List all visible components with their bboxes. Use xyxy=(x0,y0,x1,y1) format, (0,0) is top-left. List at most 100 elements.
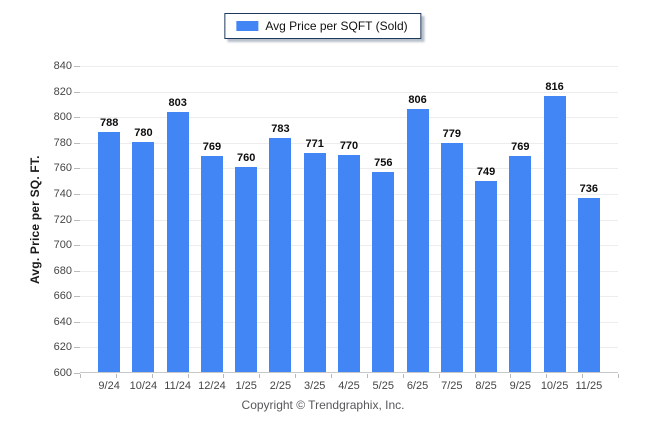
x-axis-tick-label: 10/24 xyxy=(129,380,158,392)
bar-slot: 769 xyxy=(503,66,537,372)
x-axis-tick xyxy=(367,374,368,378)
y-axis-tick-label: 800 xyxy=(53,111,72,123)
x-axis-tick xyxy=(331,374,332,378)
y-axis-tick xyxy=(74,347,80,348)
bar-slot: 770 xyxy=(332,66,366,372)
bar-slot: 760 xyxy=(229,66,263,372)
y-axis-tick xyxy=(74,117,80,118)
bar-slot: 788 xyxy=(92,66,126,372)
gridline xyxy=(80,92,618,93)
bar-value-label: 771 xyxy=(305,138,324,151)
x-axis-tick-label: 11/24 xyxy=(164,380,192,392)
y-axis-tick-label: 680 xyxy=(53,265,72,277)
x-axis-tick-label: 5/25 xyxy=(372,380,394,392)
bar-slot: 769 xyxy=(195,66,229,372)
bar-11/25 xyxy=(577,198,600,372)
x-axis-tick xyxy=(439,374,440,378)
y-axis-tick-label: 660 xyxy=(53,290,72,302)
gridline xyxy=(80,66,618,67)
bar-value-label: 806 xyxy=(408,93,427,106)
x-axis-tick xyxy=(223,374,224,378)
bar-value-label: 736 xyxy=(579,183,599,196)
y-axis-tick xyxy=(74,66,80,67)
bar-11/24 xyxy=(166,112,189,372)
y-axis-tick xyxy=(74,271,80,272)
gridline xyxy=(80,117,618,118)
bar-3/25 xyxy=(303,153,326,372)
bar-value-label: 783 xyxy=(271,122,290,135)
y-axis-tick-label: 640 xyxy=(53,316,72,328)
bar-value-label: 770 xyxy=(339,139,359,152)
legend: Avg Price per SQFT (Sold) xyxy=(224,13,422,39)
x-axis-tick-label: 12/24 xyxy=(198,380,226,392)
x-axis-tick xyxy=(403,374,404,378)
y-axis-tick-label: 620 xyxy=(53,341,72,353)
bar-slot: 806 xyxy=(400,66,434,372)
y-axis-tick xyxy=(74,194,80,195)
y-axis-tick xyxy=(74,296,80,297)
x-axis-tick xyxy=(475,374,476,378)
x-axis-tick xyxy=(80,374,81,378)
x-axis-tick-label: 9/25 xyxy=(509,380,532,392)
y-axis-tick xyxy=(74,220,80,221)
bar-series: 788 780 803 769 760 783 771 770 756 806 779 749 769 8… xyxy=(80,66,618,372)
x-axis-tick-label: 3/25 xyxy=(304,380,326,392)
bar-value-label: 760 xyxy=(237,152,256,165)
bar-value-label: 780 xyxy=(134,126,153,139)
y-axis-tick-label: 840 xyxy=(53,60,72,72)
copyright: Copyright © Trendgraphix, Inc. xyxy=(241,398,405,412)
bar-slot: 803 xyxy=(161,66,195,372)
y-axis-tick xyxy=(74,322,80,323)
x-axis-ticks xyxy=(80,374,619,378)
y-axis-tick xyxy=(74,92,80,93)
x-axis-tick xyxy=(259,374,260,378)
bar-6/25 xyxy=(406,108,429,372)
bar-value-label: 788 xyxy=(99,116,119,129)
bar-12/24 xyxy=(200,155,223,372)
y-axis-tick-label: 700 xyxy=(53,239,72,251)
bar-value-label: 756 xyxy=(374,157,393,170)
x-axis-labels: 9/24 10/24 11/24 12/24 1/25 2/25 3/25 4/25 5/25 6… xyxy=(80,380,618,392)
y-axis-tick xyxy=(74,245,80,246)
bar-slot: 816 xyxy=(537,66,571,372)
x-axis-tick xyxy=(188,374,189,378)
y-axis-tick-label: 720 xyxy=(53,214,72,226)
x-axis-tick xyxy=(618,374,619,378)
bar-value-label: 779 xyxy=(442,128,461,141)
y-axis-tick xyxy=(74,168,80,169)
bar-9/24 xyxy=(98,131,121,372)
bar-value-label: 769 xyxy=(511,140,530,153)
bar-slot: 780 xyxy=(126,66,160,372)
bar-8/25 xyxy=(475,181,498,372)
y-axis-tick-label: 780 xyxy=(53,137,72,149)
legend-label: Avg Price per SQFT (Sold) xyxy=(265,19,408,33)
bar-10/24 xyxy=(132,141,155,372)
plot-area: 600 620 640 660 680 700 720 740 760 780 800 820 840 … xyxy=(54,60,618,379)
y-axis-tick-label: 820 xyxy=(53,86,72,98)
bar-slot: 749 xyxy=(469,66,503,372)
x-axis-tick xyxy=(295,374,296,378)
bar-1/25 xyxy=(235,167,258,372)
x-axis-tick-label: 4/25 xyxy=(338,380,360,392)
x-axis-tick-label: 10/25 xyxy=(540,380,569,392)
bar-4/25 xyxy=(337,154,360,372)
x-axis-tick-label: 9/24 xyxy=(98,380,120,392)
y-axis-tick xyxy=(74,143,80,144)
y-axis-tick-label: 740 xyxy=(53,188,72,200)
x-axis-tick xyxy=(546,374,547,378)
bar-9/25 xyxy=(509,155,532,372)
bar-value-label: 816 xyxy=(545,80,564,93)
x-axis-tick xyxy=(152,374,153,378)
x-axis-tick-label: 1/25 xyxy=(235,380,257,392)
x-axis-tick-label: 7/25 xyxy=(441,380,463,392)
bar-7/25 xyxy=(440,143,463,372)
x-axis-tick xyxy=(510,374,511,378)
bar-slot: 783 xyxy=(263,66,297,372)
bar-5/25 xyxy=(372,172,395,372)
x-axis-tick xyxy=(582,374,583,378)
bar-slot: 771 xyxy=(298,66,332,372)
x-axis-tick-label: 6/25 xyxy=(406,380,429,392)
x-axis-tick xyxy=(116,374,117,378)
bar-value-label: 769 xyxy=(202,140,222,153)
